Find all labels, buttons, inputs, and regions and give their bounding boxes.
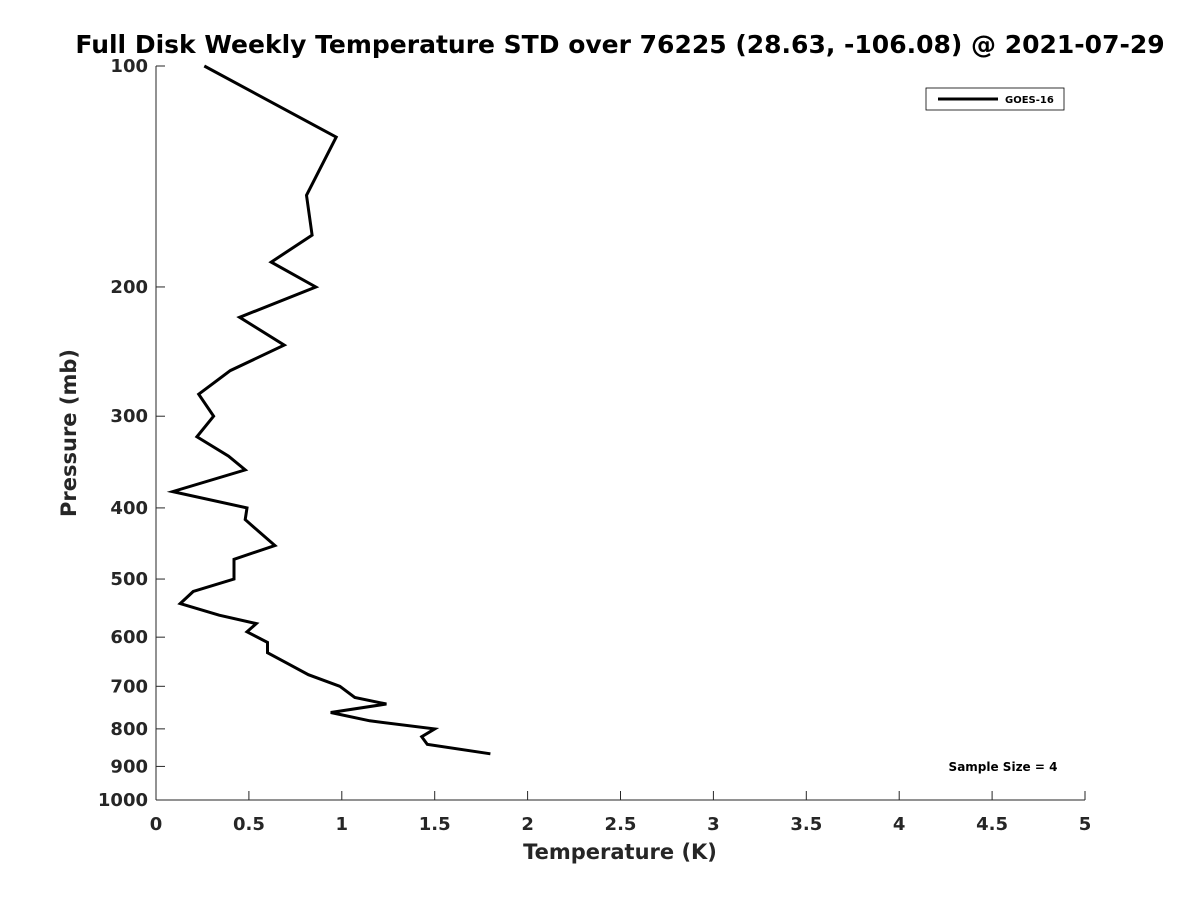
x-tick-label: 4.5 [976,814,1008,835]
y-tick-label: 300 [110,406,148,427]
y-tick-label: 100 [110,56,148,77]
y-tick-label: 1000 [98,790,148,811]
series-line-goes-16 [166,64,491,756]
y-axis-ticks: 100 200 300 400 500 600 700 800 900 1000 [98,56,165,811]
x-tick-label: 2 [521,814,534,835]
y-tick-label: 200 [110,277,148,298]
sample-size-annotation: Sample Size = 4 [949,760,1058,774]
x-tick-label: 0.5 [233,814,265,835]
series-group [166,64,491,756]
y-tick-label: 400 [110,498,148,519]
chart-title: Full Disk Weekly Temperature STD over 76… [75,30,1164,59]
x-tick-label: 1.5 [419,814,451,835]
y-tick-label: 500 [110,569,148,590]
y-tick-label: 800 [110,719,148,740]
x-tick-label: 2.5 [605,814,637,835]
x-tick-label: 3 [707,814,720,835]
x-axis-ticks: 0 0.5 1 1.5 2 2.5 3 3.5 4 4.5 5 [150,791,1092,835]
axes [155,66,1085,801]
y-axis-label: Pressure (mb) [57,349,81,517]
x-tick-label: 3.5 [790,814,822,835]
y-tick-label: 700 [110,676,148,697]
y-tick-label: 900 [110,756,148,777]
x-tick-label: 1 [336,814,349,835]
y-tick-label: 600 [110,627,148,648]
x-tick-label: 0 [150,814,163,835]
legend-label: GOES-16 [1005,95,1054,106]
x-axis-label: Temperature (K) [523,840,717,864]
x-tick-label: 5 [1079,814,1092,835]
legend: GOES-16 [925,87,1065,111]
x-tick-label: 4 [893,814,906,835]
